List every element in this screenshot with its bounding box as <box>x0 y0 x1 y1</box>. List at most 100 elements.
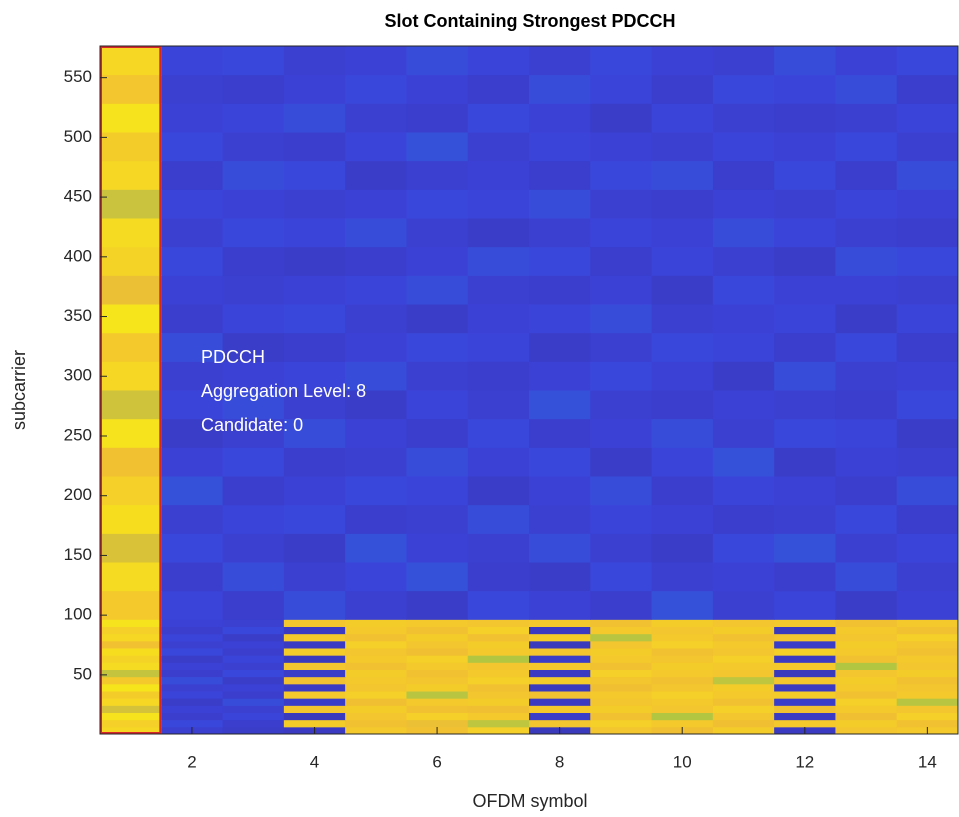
heatmap-cell <box>222 655 285 663</box>
heatmap-cell <box>651 626 714 635</box>
heatmap-cell <box>467 332 530 362</box>
heatmap-cell <box>100 218 162 248</box>
heatmap-cell <box>896 418 959 448</box>
heatmap-cell <box>222 390 285 420</box>
heatmap-cell <box>100 626 162 635</box>
heatmap-cell <box>529 662 591 670</box>
heatmap-cell <box>712 655 775 663</box>
heatmap-cell <box>467 390 530 420</box>
heatmap-cell <box>590 562 653 592</box>
heatmap-cell <box>161 648 224 656</box>
heatmap-cell <box>590 46 653 76</box>
heatmap-cell <box>222 719 285 728</box>
heatmap-cell <box>100 633 162 642</box>
heatmap-cell <box>835 533 898 563</box>
heatmap-cell <box>835 619 898 627</box>
heatmap-cell <box>406 640 469 649</box>
heatmap-cell <box>712 590 775 620</box>
heatmap-cell <box>590 619 653 627</box>
heatmap-cell <box>590 698 653 706</box>
heatmap-cell <box>529 640 591 649</box>
heatmap-cell <box>406 719 469 728</box>
heatmap-cell <box>406 698 469 706</box>
heatmap-cell <box>896 447 959 477</box>
heatmap-cell <box>651 218 714 248</box>
heatmap-cell <box>467 662 530 670</box>
y-tick-label: 450 <box>64 187 92 206</box>
heatmap-cell <box>774 676 836 685</box>
heatmap-cell <box>529 719 591 728</box>
heatmap-cell <box>283 590 346 620</box>
heatmap-cell <box>590 633 653 642</box>
heatmap-cell <box>100 332 162 362</box>
heatmap-cell <box>590 533 653 563</box>
heatmap-cell <box>835 74 898 104</box>
heatmap-cell <box>406 504 469 534</box>
heatmap-cell <box>896 626 959 635</box>
heatmap-cell <box>774 103 836 133</box>
heatmap-cell <box>283 676 346 685</box>
heatmap-cell <box>467 698 530 706</box>
heatmap-cell <box>590 418 653 448</box>
heatmap-cell <box>835 361 898 391</box>
heatmap-cell <box>896 189 959 219</box>
heatmap-cell <box>896 332 959 362</box>
heatmap-cell <box>345 304 407 334</box>
heatmap-cell <box>345 669 407 678</box>
heatmap-cell <box>651 504 714 534</box>
heatmap-cell <box>345 626 407 635</box>
heatmap-cell <box>712 218 775 248</box>
x-tick-label: 4 <box>310 752 319 771</box>
heatmap-cell <box>345 726 407 735</box>
heatmap-cell <box>222 705 285 713</box>
heatmap-cell <box>712 683 775 692</box>
heatmap-cell <box>222 504 285 534</box>
heatmap-cell <box>406 619 469 627</box>
heatmap-cell <box>100 361 162 391</box>
heatmap-cell <box>774 46 836 76</box>
heatmap-cell <box>774 390 836 420</box>
heatmap-cell <box>651 361 714 391</box>
heatmap-cell <box>529 633 591 642</box>
heatmap-cell <box>529 655 591 663</box>
heatmap-cell <box>774 476 836 506</box>
highlight-box <box>100 46 162 734</box>
heatmap-cell <box>712 626 775 635</box>
heatmap-cell <box>712 74 775 104</box>
heatmap-cell <box>651 390 714 420</box>
heatmap-cell <box>774 655 836 663</box>
heatmap-cell <box>896 504 959 534</box>
heatmap-cell <box>774 74 836 104</box>
heatmap-cell <box>712 332 775 362</box>
heatmap-cell <box>835 418 898 448</box>
heatmap-cell <box>283 103 346 133</box>
heatmap-cell <box>345 655 407 663</box>
heatmap-cell <box>774 691 836 699</box>
heatmap-cell <box>222 275 285 305</box>
heatmap-cell <box>467 418 530 448</box>
heatmap-cell <box>222 132 285 162</box>
heatmap-cell <box>835 698 898 706</box>
heatmap-cell <box>651 132 714 162</box>
heatmap-cell <box>651 304 714 334</box>
heatmap-cell <box>774 633 836 642</box>
heatmap-cell <box>345 246 407 276</box>
heatmap-cell <box>161 504 224 534</box>
heatmap-cell <box>161 132 224 162</box>
y-tick-label: 200 <box>64 485 92 504</box>
heatmap-cell <box>222 46 285 76</box>
heatmap-cell <box>712 46 775 76</box>
heatmap-cell <box>590 662 653 670</box>
heatmap-cell <box>100 669 162 678</box>
heatmap-cell <box>283 662 346 670</box>
heatmap-cell <box>406 590 469 620</box>
heatmap-cell <box>283 683 346 692</box>
heatmap-cell <box>712 648 775 656</box>
heatmap-cell <box>529 103 591 133</box>
heatmap-cell <box>222 691 285 699</box>
heatmap-cell <box>651 418 714 448</box>
heatmap-cell <box>345 648 407 656</box>
heatmap-cell <box>222 361 285 391</box>
heatmap-cell <box>100 562 162 592</box>
heatmap-cell <box>467 447 530 477</box>
